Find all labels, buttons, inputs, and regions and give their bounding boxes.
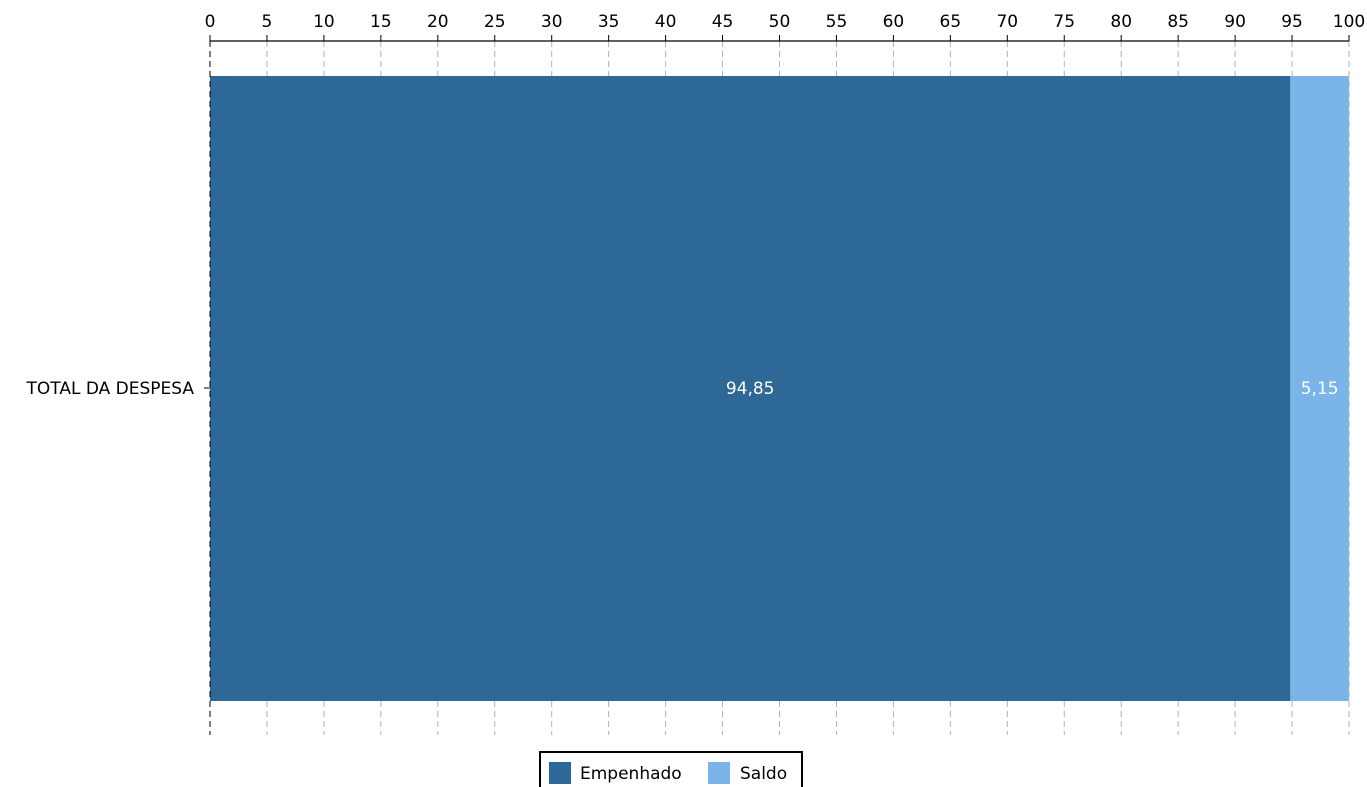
x-tick-label: 25 (484, 12, 506, 32)
x-tick-label: 35 (598, 12, 620, 32)
data-label-empenhado: 94,85 (726, 379, 775, 399)
legend-box (539, 751, 803, 787)
x-tick-label: 100 (1333, 12, 1365, 32)
legend-swatch-saldo (708, 762, 730, 784)
x-tick-label: 70 (996, 12, 1018, 32)
x-tick-label: 60 (883, 12, 905, 32)
x-tick-label: 65 (940, 12, 962, 32)
x-tick-label: 45 (712, 12, 734, 32)
x-tick-label: 55 (826, 12, 848, 32)
legend-label-saldo: Saldo (740, 764, 787, 784)
x-tick-label: 0 (205, 12, 216, 32)
axes: TOTAL DA DESPESA 0 5 10 15 20 25 30 35 40 45 50 55 60… (25, 12, 1365, 735)
legend-swatch-empenhado (549, 762, 571, 784)
data-label-saldo: 5,15 (1301, 379, 1339, 399)
x-tick-label: 30 (541, 12, 563, 32)
legend: Empenhado Saldo (539, 751, 803, 787)
x-tick-label: 95 (1281, 12, 1303, 32)
x-tick-label: 75 (1053, 12, 1075, 32)
bars: 94,85 5,15 (210, 76, 1349, 701)
x-tick-label: 90 (1224, 12, 1246, 32)
x-tick-label: 50 (769, 12, 791, 32)
x-tick-label: 40 (655, 12, 677, 32)
bar-segment-empenhado (210, 76, 1291, 701)
x-tick-label: 80 (1110, 12, 1132, 32)
x-tick-label: 10 (313, 12, 335, 32)
category-label: TOTAL DA DESPESA (25, 379, 194, 399)
x-tick-label: 15 (370, 12, 392, 32)
bar-segment-saldo (1290, 76, 1349, 701)
x-tick-label: 85 (1167, 12, 1189, 32)
x-tick-label: 5 (262, 12, 273, 32)
legend-label-empenhado: Empenhado (580, 764, 682, 784)
x-tick-label: 20 (427, 12, 449, 32)
